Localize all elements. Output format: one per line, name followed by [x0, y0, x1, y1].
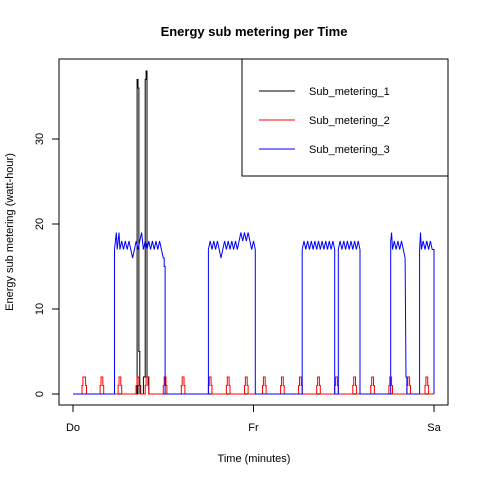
y-tick-label: 20: [34, 218, 46, 230]
legend-box: [241, 58, 449, 177]
x-tick-label: Fr: [248, 422, 259, 434]
chart-title: Energy sub metering per Time: [161, 24, 348, 39]
x-axis-label: Time (minutes): [218, 453, 291, 465]
x-tick-label: Sa: [427, 422, 441, 434]
y-axis-label: Energy sub metering (watt-hour): [4, 153, 16, 311]
series-line-sub-metering-3: [73, 232, 435, 395]
series-group: [73, 70, 435, 395]
x-tick-label: Do: [66, 422, 80, 434]
y-axis: 0 10 20 30: [34, 133, 60, 397]
y-tick-label: 0: [34, 391, 46, 397]
x-axis: Do Fr Sa: [66, 404, 442, 434]
legend: Sub_metering_1 Sub_metering_2 Sub_meteri…: [241, 58, 449, 177]
legend-label-sub-metering-2: Sub_metering_2: [309, 115, 390, 127]
y-tick-label: 10: [34, 303, 46, 315]
legend-label-sub-metering-3: Sub_metering_3: [309, 144, 390, 156]
y-tick-label: 30: [34, 133, 46, 145]
legend-label-sub-metering-1: Sub_metering_1: [309, 86, 390, 98]
